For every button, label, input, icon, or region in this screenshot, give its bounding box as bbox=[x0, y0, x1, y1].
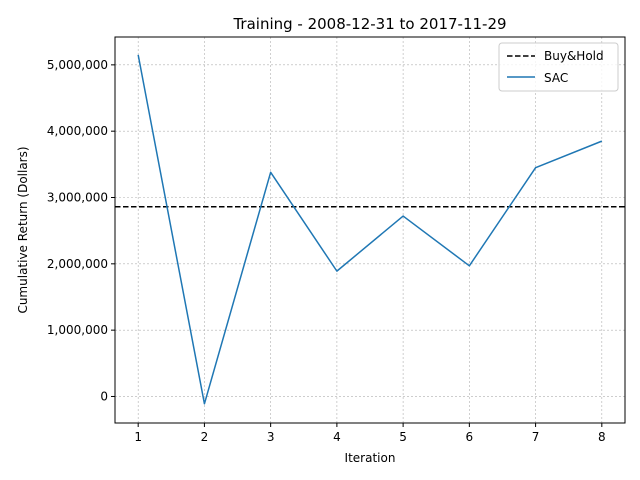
y-axis-label: Cumulative Return (Dollars) bbox=[16, 146, 30, 313]
x-tick-label: 3 bbox=[267, 430, 275, 444]
legend-label-sac: SAC bbox=[544, 71, 568, 85]
y-tick-label: 3,000,000 bbox=[47, 191, 108, 205]
y-tick-label: 5,000,000 bbox=[47, 58, 108, 72]
axis-ticks: 1 2 3 4 5 6 7 8 0 1,000,000 2,000,000 3,000,000 4,00… bbox=[47, 58, 606, 444]
x-tick-label: 6 bbox=[466, 430, 474, 444]
y-tick-label: 0 bbox=[100, 389, 108, 403]
y-tick-label: 4,000,000 bbox=[47, 124, 108, 138]
chart-title: Training - 2008-12-31 to 2017-11-29 bbox=[232, 15, 506, 33]
x-tick-label: 4 bbox=[333, 430, 341, 444]
x-axis-label: Iteration bbox=[345, 451, 396, 465]
legend-label-buyhold: Buy&Hold bbox=[544, 49, 604, 63]
x-tick-label: 1 bbox=[134, 430, 142, 444]
grid bbox=[115, 37, 625, 423]
legend-box bbox=[498, 42, 619, 92]
x-tick-label: 7 bbox=[532, 430, 540, 444]
y-tick-label: 1,000,000 bbox=[47, 323, 108, 337]
x-tick-label: 2 bbox=[201, 430, 209, 444]
plot-frame bbox=[114, 36, 626, 424]
plot-series bbox=[115, 54, 625, 405]
x-tick-label: 5 bbox=[399, 430, 407, 444]
series-line-sac bbox=[137, 54, 603, 405]
y-tick-label: 2,000,000 bbox=[47, 257, 108, 271]
x-tick-label: 8 bbox=[598, 430, 606, 444]
legend: Buy&Hold SAC bbox=[498, 42, 619, 92]
